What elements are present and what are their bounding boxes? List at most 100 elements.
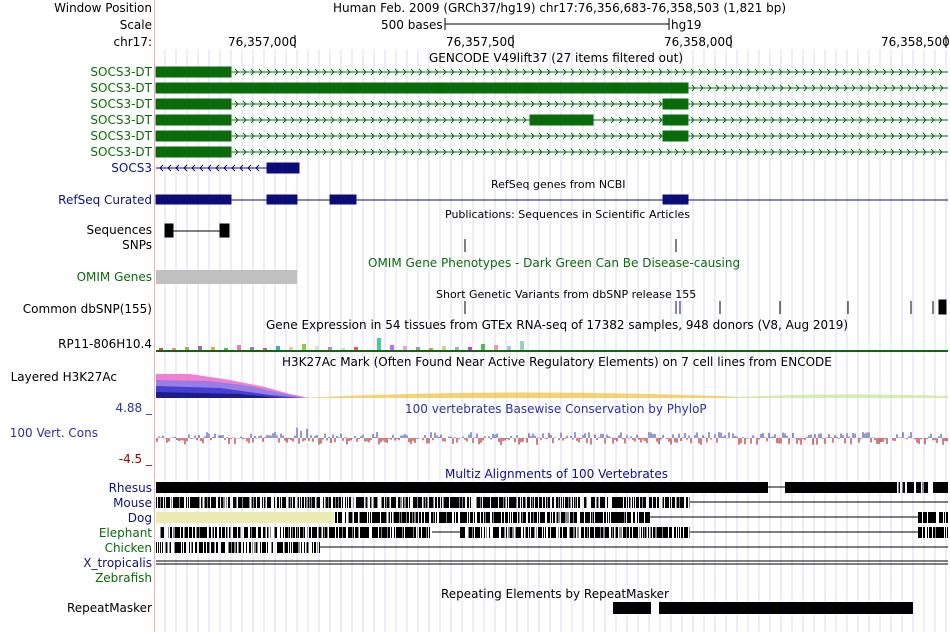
alignment-base <box>335 497 336 508</box>
gencode-item-label[interactable]: SOCS3-DT <box>90 81 152 95</box>
phylop-track-label[interactable]: 100 Vert. Cons <box>9 426 98 440</box>
dbsnp-variants[interactable] <box>464 299 947 315</box>
gencode-track-title[interactable]: GENCODE V49lift37 (27 items filtered out… <box>429 51 684 65</box>
chevron-icon <box>898 116 903 124</box>
gencode-item-label[interactable]: SOCS3-DT <box>90 65 152 79</box>
alignment-base <box>667 497 668 508</box>
transcript[interactable] <box>155 82 948 94</box>
transcript[interactable] <box>155 114 948 126</box>
dbsnp-track-title[interactable]: Short Genetic Variants from dbSNP releas… <box>436 288 697 301</box>
h3k27ac-layers[interactable] <box>156 374 948 398</box>
alignment-base <box>493 527 494 538</box>
refseq-track-title[interactable]: RefSeq genes from NCBI <box>491 178 626 191</box>
alignment-base <box>904 482 905 493</box>
alignment-base <box>896 482 897 493</box>
alignment-base <box>595 512 596 523</box>
publication-snps[interactable] <box>464 239 677 252</box>
repeatmasker-track-title[interactable]: Repeating Elements by RepeatMasker <box>441 587 669 601</box>
chevron-icon <box>514 100 519 108</box>
alignment-base <box>358 497 359 508</box>
chevron-icon <box>906 132 911 140</box>
multiz-alignment-blocks[interactable] <box>156 482 948 565</box>
multiz-species-label[interactable]: Chicken <box>104 541 152 555</box>
snps-track-label[interactable]: SNPs <box>122 238 152 252</box>
alignment-base <box>291 527 292 538</box>
phylop-track-title[interactable]: 100 vertebrates Basewise Conservation by… <box>405 402 707 416</box>
gencode-transcripts[interactable] <box>155 66 948 174</box>
alignment-base <box>674 497 675 508</box>
alignment-base <box>571 527 572 538</box>
transcript[interactable] <box>155 98 948 110</box>
chevron-icon <box>938 132 943 140</box>
alignment-base <box>687 527 688 538</box>
chevron-icon <box>826 148 831 156</box>
repeatmasker-track-label[interactable]: RepeatMasker <box>66 601 152 615</box>
multiz-species-label[interactable]: Dog <box>127 511 152 525</box>
transcript[interactable] <box>155 66 948 78</box>
chevron-icon <box>882 148 887 156</box>
refseq-gene[interactable] <box>155 194 948 205</box>
chevron-icon <box>931 84 936 92</box>
phylop-wiggle[interactable] <box>156 427 948 445</box>
gtex-expression-bars[interactable] <box>159 338 524 350</box>
multiz-species-label[interactable]: Elephant <box>98 526 152 540</box>
alignment-base <box>396 527 397 538</box>
refseq-track-label[interactable]: RefSeq Curated <box>58 193 152 207</box>
multiz-species-label[interactable]: Rhesus <box>108 481 152 495</box>
dbsnp-track-label[interactable]: Common dbSNP(155) <box>22 302 152 316</box>
alignment-base <box>675 527 676 538</box>
alignment-base <box>902 482 903 493</box>
alignment-base <box>662 497 663 508</box>
multiz-species-label[interactable]: X_tropicalis <box>83 556 152 570</box>
alignment-base <box>341 512 342 523</box>
alignment-base <box>459 497 460 508</box>
gtex-track-title[interactable]: Gene Expression in 54 tissues from GTEx … <box>266 318 849 332</box>
sequences-track-label[interactable]: Sequences <box>86 223 152 237</box>
alignment-base <box>677 497 678 508</box>
alignment-base <box>614 512 615 523</box>
gencode-item-label[interactable]: SOCS3-DT <box>90 113 152 127</box>
alignment-base <box>463 497 464 508</box>
alignment-base <box>268 497 269 508</box>
omim-gene-bar[interactable] <box>156 270 297 284</box>
alignment-base <box>310 497 311 508</box>
alignment-base <box>533 527 534 538</box>
alignment-base <box>918 512 919 523</box>
chevron-icon <box>810 68 815 76</box>
alignment-base <box>340 497 341 508</box>
gencode-item-label[interactable]: SOCS3 <box>111 161 152 175</box>
gencode-item-label[interactable]: SOCS3-DT <box>90 145 152 159</box>
chevron-icon <box>874 68 879 76</box>
chevron-icon <box>570 148 575 156</box>
transcript[interactable] <box>155 146 948 158</box>
alignment-base <box>223 497 224 508</box>
alignment-base <box>170 542 171 553</box>
alignment-base <box>495 512 496 523</box>
multiz-species-label[interactable]: Mouse <box>113 496 152 510</box>
gtex-track-label[interactable]: RP11-806H10.4 <box>58 337 152 351</box>
omim-track-title[interactable]: OMIM Gene Phenotypes - Dark Green Can Be… <box>368 256 741 270</box>
alignment-base <box>243 542 244 553</box>
gencode-item-label[interactable]: SOCS3-DT <box>90 97 152 111</box>
alignment-base <box>381 527 382 538</box>
h3k27ac-track-title[interactable]: H3K27Ac Mark (Often Found Near Active Re… <box>282 355 832 369</box>
multiz-track-title[interactable]: Multiz Alignments of 100 Vertebrates <box>445 467 669 481</box>
alignment-base <box>286 542 287 553</box>
alignment-base <box>920 482 921 493</box>
gencode-item-label[interactable]: SOCS3-DT <box>90 129 152 143</box>
chevron-icon <box>282 132 287 140</box>
alignment-base <box>202 497 203 508</box>
repeatmasker-elements[interactable] <box>613 602 913 614</box>
window-position-value[interactable]: Human Feb. 2009 (GRCh37/hg19) chr17:76,3… <box>333 1 787 15</box>
multiz-species-label[interactable]: Zebrafish <box>95 571 152 585</box>
chevron-icon <box>818 148 823 156</box>
chevron-icon <box>250 132 255 140</box>
h3k27ac-track-label[interactable]: Layered H3K27Ac <box>10 370 117 384</box>
publication-sequence[interactable] <box>164 223 230 238</box>
alignment-base <box>529 497 530 508</box>
omim-track-label[interactable]: OMIM Genes <box>76 270 152 284</box>
socs3-transcript[interactable] <box>156 162 300 174</box>
publications-track-title[interactable]: Publications: Sequences in Scientific Ar… <box>445 208 690 221</box>
transcript[interactable] <box>155 130 948 142</box>
chevron-icon <box>882 116 887 124</box>
